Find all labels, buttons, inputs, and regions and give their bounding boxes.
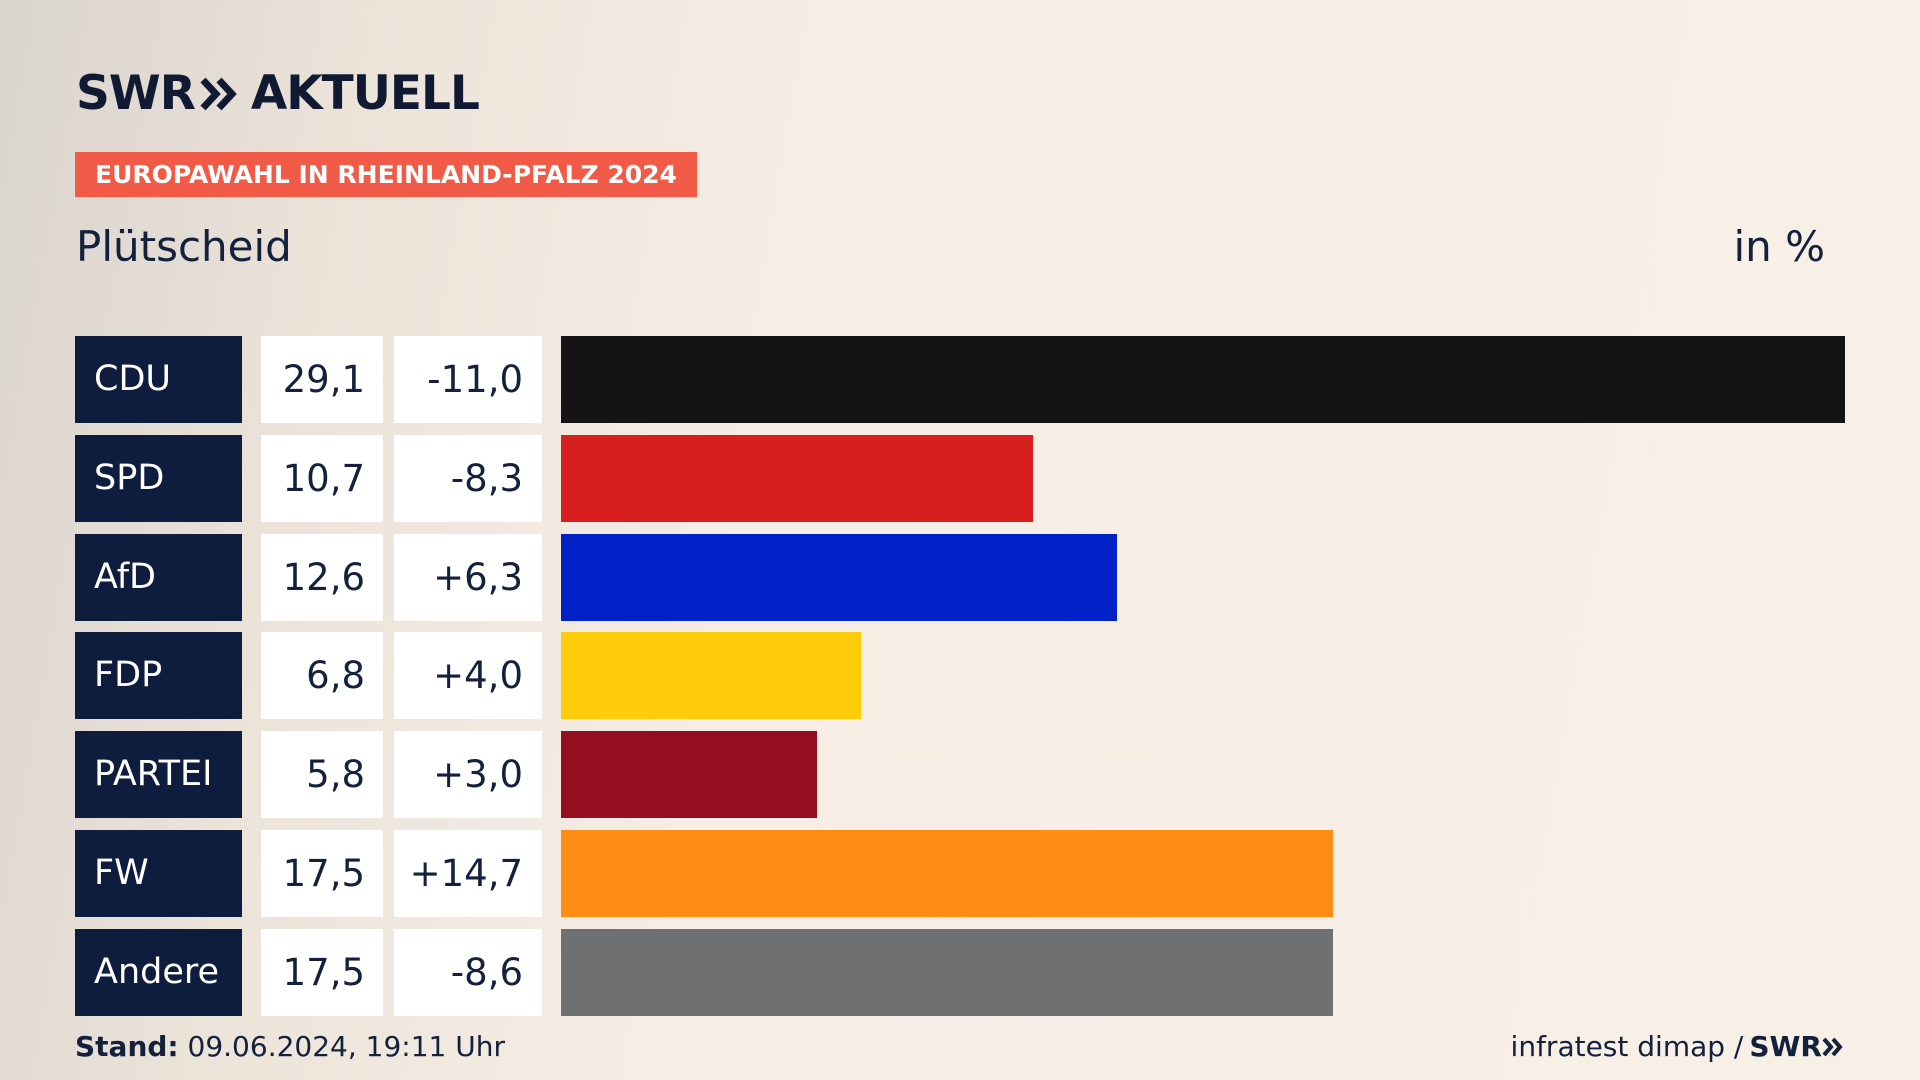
source-text: infratest dimap / — [1510, 1030, 1744, 1063]
logo-product: AKTUELL — [250, 66, 480, 121]
result-bar — [561, 632, 861, 720]
stand-value: 09.06.2024, 19:11 Uhr — [187, 1030, 505, 1063]
source-brand-logo: SWR — [1749, 1030, 1844, 1063]
source-credit: infratest dimap / SWR — [1511, 1030, 1844, 1063]
vote-share-label: 10,7 — [261, 434, 383, 522]
change-label: +4,0 — [394, 632, 542, 720]
change-label: -8,6 — [394, 928, 542, 1016]
double-chevron-small-icon — [1822, 1037, 1843, 1056]
place-title: Plütscheid — [76, 222, 292, 271]
change-label: +14,7 — [394, 830, 542, 917]
change-label: -11,0 — [394, 336, 542, 423]
party-label: PARTEI — [75, 731, 242, 819]
timestamp: Stand: 09.06.2024, 19:11 Uhr — [75, 1030, 505, 1063]
result-row: FDP 6,8 +4,0 — [75, 632, 1845, 720]
result-row: PARTEI 5,8 +3,0 — [75, 731, 1845, 819]
vote-share-label: 29,1 — [261, 336, 383, 423]
result-row: CDU 29,1 -11,0 — [75, 336, 1845, 423]
change-label: +6,3 — [394, 533, 542, 621]
result-row: SPD 10,7 -8,3 — [75, 434, 1845, 522]
result-bar — [561, 533, 1117, 621]
election-badge: EUROPAWAHL IN RHEINLAND-PFALZ 2024 — [75, 152, 697, 197]
stand-label: Stand: — [75, 1030, 179, 1063]
change-label: -8,3 — [394, 434, 542, 522]
swr-aktuell-logo: SWR AKTUELL — [76, 66, 480, 121]
result-row: FW 17,5 +14,7 — [75, 830, 1845, 917]
result-bar — [561, 434, 1033, 522]
unit-label: in % — [1733, 222, 1825, 271]
double-chevron-icon — [199, 76, 239, 112]
result-bar — [561, 928, 1333, 1016]
party-label: FDP — [75, 632, 242, 720]
vote-share-label: 12,6 — [261, 533, 383, 621]
party-label: Andere — [75, 928, 242, 1016]
party-label: CDU — [75, 336, 242, 423]
party-label: SPD — [75, 434, 242, 522]
logo-brand: SWR — [76, 66, 196, 121]
vote-share-label: 17,5 — [261, 928, 383, 1016]
result-bar — [561, 336, 1845, 423]
result-bar — [561, 731, 817, 819]
source-brand: SWR — [1749, 1030, 1822, 1063]
result-bar — [561, 830, 1333, 917]
result-row: AfD 12,6 +6,3 — [75, 533, 1845, 621]
party-label: FW — [75, 830, 242, 917]
vote-share-label: 6,8 — [261, 632, 383, 720]
party-label: AfD — [75, 533, 242, 621]
result-row: Andere 17,5 -8,6 — [75, 928, 1845, 1016]
vote-share-label: 17,5 — [261, 830, 383, 917]
change-label: +3,0 — [394, 731, 542, 819]
vote-share-label: 5,8 — [261, 731, 383, 819]
